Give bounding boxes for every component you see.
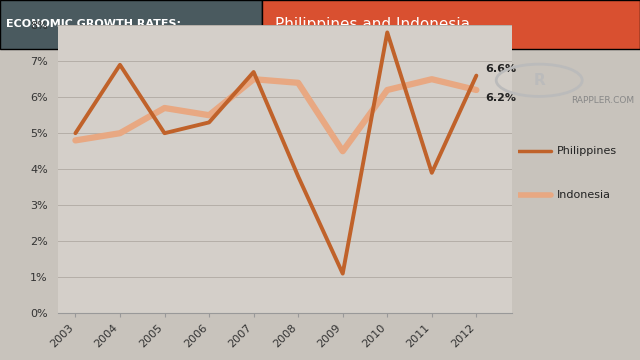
Text: Indonesia: Indonesia — [556, 190, 611, 200]
Text: Philippines and Indonesia: Philippines and Indonesia — [275, 17, 470, 32]
Text: ECONOMIC GROWTH RATES:: ECONOMIC GROWTH RATES: — [6, 19, 181, 29]
Text: Philippines: Philippines — [556, 146, 616, 156]
Text: 6.6%: 6.6% — [485, 64, 516, 74]
FancyBboxPatch shape — [262, 0, 640, 49]
Text: RAPPLER.COM: RAPPLER.COM — [571, 96, 634, 105]
Text: 6.2%: 6.2% — [485, 93, 516, 103]
Text: R: R — [533, 73, 545, 88]
FancyBboxPatch shape — [0, 0, 262, 49]
